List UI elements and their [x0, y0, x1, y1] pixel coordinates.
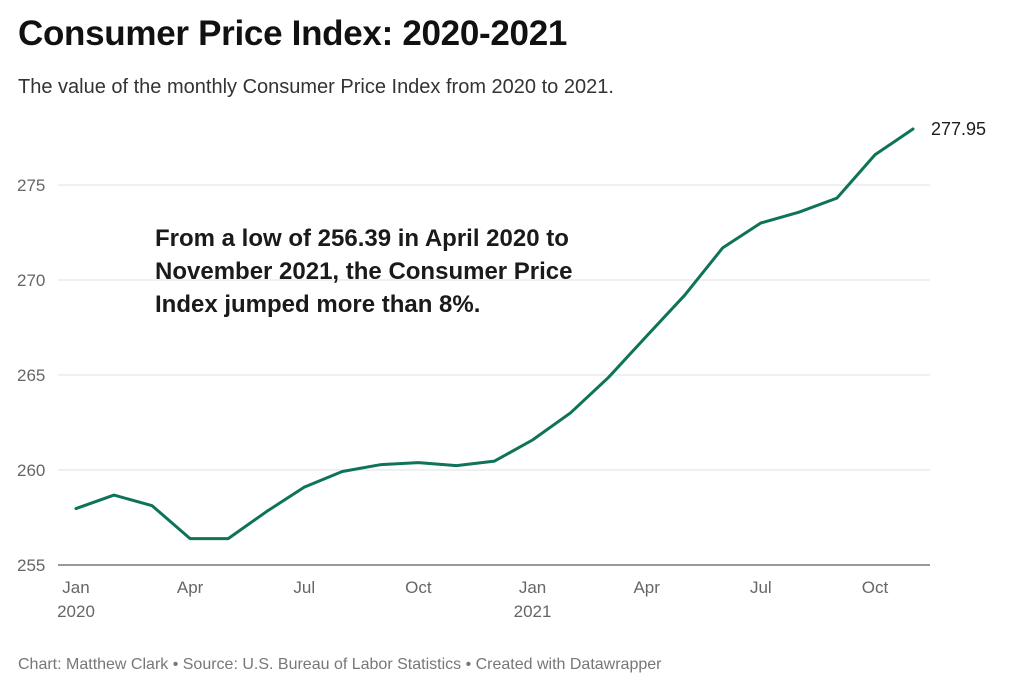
x-axis-ticks: Jan 2020 Apr Jul Oct Jan 2021 Apr Jul Oct — [57, 578, 888, 621]
x-tick-label: Apr — [633, 578, 660, 597]
x-tick-label: Jul — [750, 578, 772, 597]
x-tick-label: Jul — [293, 578, 315, 597]
x-tick-label: Apr — [177, 578, 204, 597]
y-tick-label: 255 — [17, 556, 45, 575]
chart-footer: Chart: Matthew Clark • Source: U.S. Bure… — [18, 656, 662, 673]
x-tick-label: Oct — [862, 578, 889, 597]
chart-subtitle: The value of the monthly Consumer Price … — [18, 76, 614, 98]
y-tick-label: 265 — [17, 366, 45, 385]
chart-annotation: From a low of 256.39 in April 2020 to No… — [155, 225, 573, 318]
series-layer — [74, 127, 915, 541]
y-axis-ticks: 255 260 265 270 275 — [17, 176, 45, 575]
x-tick-label: Oct — [405, 578, 432, 597]
cpi-series-line — [74, 127, 915, 541]
x-tick-sublabel: 2021 — [514, 602, 552, 621]
end-value-label: 277.95 — [931, 119, 986, 139]
x-tick-label: Jan — [62, 578, 89, 597]
gridlines — [58, 184, 930, 566]
y-tick-label: 275 — [17, 176, 45, 195]
y-tick-label: 270 — [17, 271, 45, 290]
data-labels: 277.95 — [931, 119, 986, 139]
chart-title: Consumer Price Index: 2020-2021 — [18, 14, 568, 53]
x-tick-label: Jan — [519, 578, 546, 597]
x-tick-sublabel: 2020 — [57, 602, 95, 621]
y-tick-label: 260 — [17, 461, 45, 480]
